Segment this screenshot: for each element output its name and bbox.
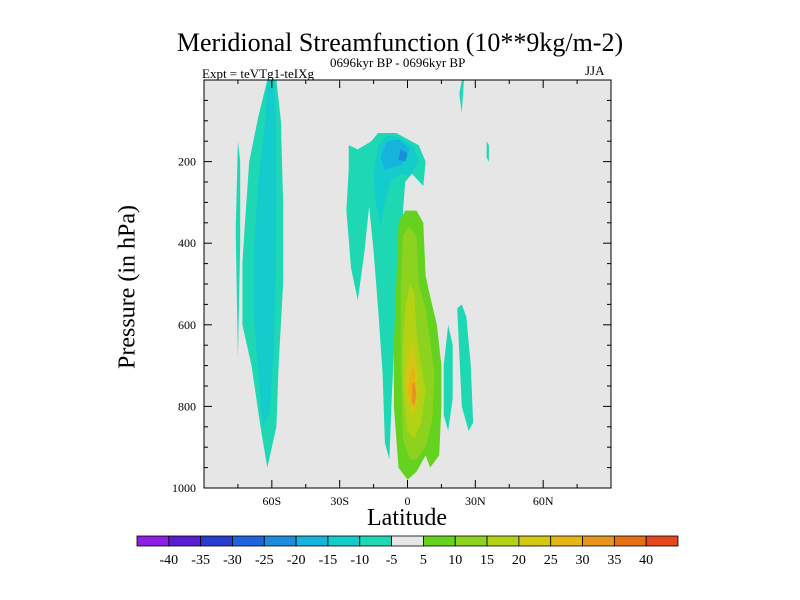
colorbar-swatch-2 [200, 535, 233, 547]
colorbar-label-9: 10 [448, 553, 462, 568]
x-axis-label: Latitude [367, 505, 447, 531]
colorbar: -40 -35 -30 -25 -20 -15 -10 -5 5 10 15 20 25 30 35 40 [136, 535, 679, 568]
colorbar-label-11: 20 [512, 553, 526, 568]
y-tick-label-4: 1000 [172, 481, 196, 495]
colorbar-swatch-3 [232, 535, 265, 547]
x-tick-label-4: 60N [533, 494, 554, 508]
colorbar-swatch-7 [359, 535, 392, 547]
season-label: JJA [585, 63, 605, 78]
colorbar-swatch-10 [454, 535, 488, 547]
colorbar-label-6: -10 [350, 553, 369, 568]
contour-region-13 [457, 304, 474, 431]
colorbar-swatch-9 [423, 535, 456, 547]
x-tick-label-3: 30N [465, 494, 486, 508]
colorbar-label-8: 5 [420, 553, 427, 568]
colorbar-label-5: -15 [319, 553, 338, 568]
colorbar-label-12: 25 [544, 553, 558, 568]
colorbar-label-1: -35 [191, 553, 210, 568]
colorbar-label-15: 40 [639, 553, 653, 568]
chart-title: Meridional Streamfunction (10**9kg/m-2) [176, 28, 624, 57]
colorbar-label-4: -20 [287, 553, 306, 568]
colorbar-label-2: -30 [223, 553, 242, 568]
colorbar-swatch-4 [263, 535, 297, 547]
y-tick-label-1: 400 [178, 236, 196, 250]
contour-region-5 [380, 139, 410, 170]
contour-region-3 [346, 133, 426, 460]
y-tick-label-0: 200 [178, 155, 196, 169]
contour-regions [235, 80, 489, 480]
contour-region-16 [486, 141, 489, 162]
colorbar-swatch-0 [136, 535, 170, 547]
time-range-label: 0696kyr BP - 0696kyr BP [330, 55, 466, 70]
colorbar-label-3: -25 [255, 553, 274, 568]
colorbar-label-10: 15 [480, 553, 494, 568]
experiment-label: Expt = teVTg1-teIXg [202, 66, 315, 81]
contour-region-6 [398, 149, 408, 162]
y-tick-label-3: 800 [178, 399, 196, 413]
contour-region-2 [235, 141, 241, 358]
colorbar-swatch-1 [168, 535, 202, 547]
x-tick-label-0: 60S [262, 494, 281, 508]
contour-region-15 [459, 80, 464, 113]
colorbar-swatch-15 [613, 535, 647, 547]
colorbar-swatch-14 [582, 535, 615, 547]
colorbar-swatch-12 [518, 535, 552, 547]
y-tick-label-2: 600 [178, 318, 196, 332]
x-tick-label-1: 30S [330, 494, 349, 508]
colorbar-swatch-16 [645, 535, 679, 547]
colorbar-swatch-8 [391, 535, 424, 547]
contour-region-14 [443, 324, 453, 431]
colorbar-label-14: 35 [607, 553, 621, 568]
colorbar-label-7: -5 [386, 553, 398, 568]
colorbar-label-13: 30 [576, 553, 590, 568]
axis-ticks: 60S 30S 0 30N 60N 200 400 600 800 1000 [172, 80, 611, 508]
colorbar-swatch-11 [486, 535, 520, 547]
contour-region-1 [253, 80, 277, 427]
contour-region-12 [412, 381, 417, 407]
x-tick-label-2: 0 [405, 494, 411, 508]
colorbar-swatch-5 [295, 535, 329, 547]
colorbar-swatch-13 [550, 535, 583, 547]
colorbar-swatch-6 [327, 535, 361, 547]
colorbar-label-0: -40 [159, 553, 178, 568]
